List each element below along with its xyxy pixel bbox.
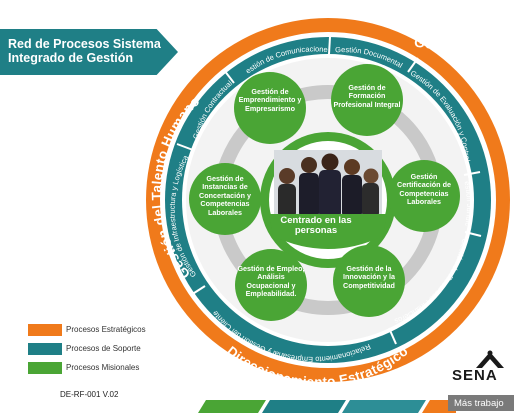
people-photo bbox=[274, 150, 382, 220]
legend-swatch bbox=[28, 362, 62, 374]
sena-logo: SENA bbox=[452, 367, 498, 384]
legend-swatch bbox=[28, 343, 62, 355]
bubble-concertacion bbox=[189, 163, 261, 235]
center-caption-band bbox=[269, 214, 387, 249]
bubble-label-formacion: Gestión de Formación Profesional Integra… bbox=[333, 83, 401, 109]
bubble-label-certificacion: Gestión Certificación de Competencias La… bbox=[397, 172, 451, 207]
bubble-certificacion bbox=[388, 160, 460, 232]
legend-label: Procesos Misionales bbox=[66, 363, 140, 372]
bubble-empleo bbox=[235, 249, 307, 321]
bubble-label-empleo: Gestión de Empleo, Análisis Ocupacional … bbox=[237, 264, 305, 299]
bubble-formacion bbox=[331, 64, 403, 136]
sena-tagline-bar bbox=[448, 395, 514, 411]
title-banner bbox=[0, 29, 178, 75]
sena-tagline: Más trabajo bbox=[454, 398, 504, 409]
bubble-label-concertacion: Gestión de Instancias de Concertación y … bbox=[199, 174, 251, 217]
legend-label: Procesos Estratégicos bbox=[66, 325, 146, 334]
title-line-2: Integrado de Gestión bbox=[8, 51, 134, 65]
center-caption: Centrado en las personas bbox=[280, 215, 352, 236]
legend-label: Procesos de Soporte bbox=[66, 344, 141, 353]
legend-swatch bbox=[28, 324, 62, 336]
sena-logo-mark bbox=[476, 350, 504, 368]
bubble-label-emprendimiento: Gestión de Emprendimiento y Empresarismo bbox=[238, 87, 302, 113]
bubble-innovacion bbox=[333, 245, 405, 317]
support-ring-dividers bbox=[176, 36, 482, 345]
bubble-emprendimiento bbox=[234, 72, 306, 144]
page-title: Red de Procesos Sistema Integrado de Ges… bbox=[8, 37, 176, 65]
missional-bubbles bbox=[189, 64, 460, 321]
title-line-1: Red de Procesos Sistema bbox=[8, 37, 161, 51]
document-code: DE-RF-001 V.02 bbox=[60, 390, 119, 399]
footer-stripes bbox=[198, 400, 456, 413]
bubble-label-innovacion: Gestión de la Innovación y la Competitiv… bbox=[343, 264, 395, 290]
